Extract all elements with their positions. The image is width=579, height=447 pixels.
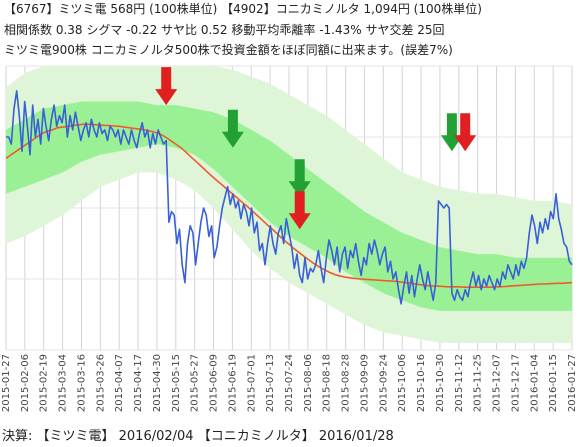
x-tick-label: 2015-12-17 <box>510 354 521 412</box>
sell-signal-arrow <box>155 67 178 106</box>
x-tick-label: 2015-06-09 <box>209 354 220 412</box>
x-tick-label: 2015-09-24 <box>378 354 389 412</box>
x-tick-label: 2016-01-27 <box>567 354 578 412</box>
x-tick-label: 2015-04-30 <box>152 354 163 412</box>
x-tick-label: 2015-09-09 <box>359 354 370 412</box>
x-tick-label: 2015-11-12 <box>454 354 465 412</box>
x-tick-label: 2015-05-15 <box>171 354 182 412</box>
pair-info-line: 【6767】ミツミ電 568円 (100株単位) 【4902】コニカミノルタ 1… <box>4 2 482 16</box>
buy-signal-arrow <box>288 159 311 198</box>
x-tick-label: 2015-08-18 <box>322 354 333 412</box>
x-tick-label: 2015-07-13 <box>265 354 276 412</box>
x-tick-label: 2015-11-25 <box>473 354 484 412</box>
x-tick-label: 2015-03-26 <box>95 354 106 412</box>
buy-signal-arrow <box>440 113 463 152</box>
x-tick-label: 2015-10-16 <box>416 354 427 412</box>
x-tick-label: 2015-07-01 <box>246 354 257 412</box>
x-tick-label: 2015-05-27 <box>190 354 201 412</box>
x-tick-label: 2015-01-27 <box>1 354 12 412</box>
x-tick-label: 2016-01-15 <box>548 354 559 412</box>
inner-band <box>6 101 572 311</box>
x-tick-label: 2015-04-07 <box>114 354 125 412</box>
x-tick-label: 2015-08-06 <box>303 354 314 412</box>
position-size-line: ミツミ電900株 コニカミノルタ500株で投資金額をほぼ同額に出来ます。(誤差7… <box>4 43 453 57</box>
x-tick-label: 2016-01-04 <box>529 354 540 412</box>
sell-signal-arrow <box>454 113 477 152</box>
x-tick-label: 2015-06-19 <box>227 354 238 412</box>
x-tick-label: 2015-07-24 <box>284 354 295 412</box>
signal-arrows <box>155 67 477 230</box>
x-tick-label: 2015-02-19 <box>39 354 50 412</box>
ratio-chart: 2015-01-27 2015-02-06 2015-02-19 2015-03-04… <box>1 65 578 412</box>
buy-signal-arrow <box>221 109 244 148</box>
x-tick-label: 2015-10-06 <box>397 354 408 412</box>
x-tick-label: 2015-03-16 <box>76 354 87 412</box>
series-lines <box>5 90 573 305</box>
x-tick-label: 2015-10-30 <box>435 354 446 412</box>
price-ratio-line <box>6 90 573 305</box>
x-axis: 2015-01-27 2015-02-06 2015-02-19 2015-03-04… <box>1 354 578 412</box>
x-tick-label: 2015-08-28 <box>341 354 352 412</box>
statistics-line: 相関係数 0.38 シグマ -0.22 サヤ比 0.52 移動平均乖離率 -1.… <box>4 23 445 37</box>
earnings-dates: 決算: 【ミツミ電】 2016/02/04 【コニカミノルタ】 2016/01/… <box>2 429 394 444</box>
x-tick-label: 2015-12-07 <box>492 354 503 412</box>
x-tick-label: 2015-02-06 <box>20 354 31 412</box>
x-tick-label: 2015-03-04 <box>58 354 69 412</box>
x-tick-label: 2015-04-17 <box>133 354 144 412</box>
sell-signal-arrow <box>288 191 311 230</box>
